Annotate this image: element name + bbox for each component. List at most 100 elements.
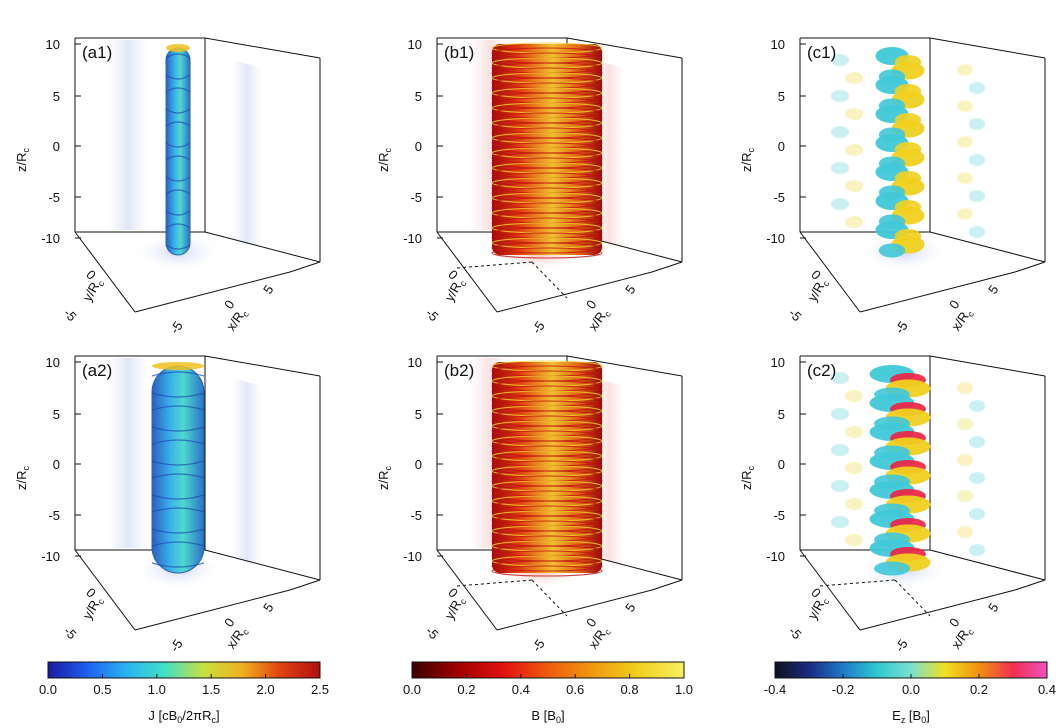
- z-tick-label: 10: [408, 355, 422, 370]
- z-tick-label: -10: [766, 549, 785, 564]
- x-tick-label: 5: [260, 282, 276, 297]
- panel-label: (b2): [444, 361, 474, 380]
- x-tick-label: -5: [529, 636, 548, 654]
- y-tick-label: -5: [786, 623, 805, 642]
- z-tick-label: -5: [410, 190, 422, 205]
- z-axis-label: z/Rc: [14, 148, 31, 173]
- colorbar-tick-label: 0.8: [621, 682, 639, 697]
- z-tick-label: -5: [48, 508, 60, 523]
- z-tick-label: -10: [403, 231, 422, 246]
- side-wall-projection: [232, 60, 262, 248]
- z-tick-label: 10: [46, 37, 60, 52]
- z-tick-label: 10: [408, 37, 422, 52]
- x-tick-label: 5: [622, 282, 638, 297]
- colorbar-tick-label: -0.4: [764, 682, 786, 697]
- colorbar-gradient: [411, 661, 685, 679]
- y-tick-label: -5: [423, 305, 442, 324]
- colorbar-tick-label: 0.6: [566, 682, 584, 697]
- colorbar-tick-label: 0.0: [39, 682, 57, 697]
- z-tick-label: 5: [53, 89, 60, 104]
- z-tick-label: 0: [53, 457, 60, 472]
- y-axis-label: y/Rc: [442, 593, 469, 623]
- x-tick-label: 5: [985, 282, 1001, 297]
- z-tick-label: 0: [778, 139, 785, 154]
- z-axis-label: z/Rc: [376, 148, 393, 173]
- y-axis-label: y/Rc: [805, 593, 832, 623]
- x-axis-label: x/Rc: [948, 623, 976, 653]
- x-axis-label: x/Rc: [585, 305, 613, 335]
- side-wall-projection: [232, 378, 262, 566]
- x-tick-label: -5: [892, 636, 911, 654]
- y-axis-label: y/Rc: [80, 275, 107, 305]
- efield-column: [869, 365, 931, 576]
- axis-box: [74, 355, 321, 631]
- colorbar-tick-label: 0.2: [457, 682, 475, 697]
- colorbar-Ez: -0.4 -0.2 0.0 0.2 0.4 Ez [B0]: [764, 661, 1056, 725]
- z-tick-label: -10: [403, 549, 422, 564]
- y-tick-label: -5: [61, 623, 80, 642]
- x-tick-label: 5: [985, 600, 1001, 615]
- colorbar-J: 0.0 0.5 1.0 1.5 2.0 2.5 J [cB0/2πRc]: [39, 661, 329, 725]
- y-axis-label: y/Rc: [805, 275, 832, 305]
- colorbar-tick-label: 0.0: [403, 682, 421, 697]
- z-tick-label: 5: [53, 407, 60, 422]
- z-axis-label: z/Rc: [739, 148, 756, 173]
- z-tick-label: 10: [46, 355, 60, 370]
- z-tick-label: -5: [773, 190, 785, 205]
- back-wall-projection: [831, 54, 985, 238]
- y-axis-label: y/Rc: [80, 593, 107, 623]
- colorbar-title: Ez [B0]: [892, 708, 930, 725]
- y-tick-label: -5: [423, 623, 442, 642]
- colorbar-tick-label: -0.2: [832, 682, 854, 697]
- colorbar-title: J [cB0/2πRc]: [148, 708, 219, 725]
- colorbar-tick-label: 1.5: [202, 682, 220, 697]
- z-tick-label: -10: [766, 231, 785, 246]
- panel-label: (a2): [82, 361, 112, 380]
- axis-box: [799, 37, 1046, 313]
- x-tick-label: -5: [892, 318, 911, 336]
- colorbar-tick-label: 2.5: [311, 682, 329, 697]
- x-axis-label: x/Rc: [223, 623, 251, 653]
- back-wall-projection: [108, 358, 148, 548]
- axis-box: [799, 355, 1046, 631]
- axis-box: [74, 37, 321, 313]
- x-axis-label: x/Rc: [223, 305, 251, 335]
- efield-column: [875, 47, 925, 258]
- z-tick-label: -5: [773, 508, 785, 523]
- z-axis-label: z/Rc: [14, 466, 31, 491]
- z-tick-label: -5: [410, 508, 422, 523]
- z-tick-label: -10: [41, 549, 60, 564]
- colorbar-tick-label: 0.2: [970, 682, 988, 697]
- x-tick-label: -5: [167, 636, 186, 654]
- y-axis-label: y/Rc: [442, 275, 469, 305]
- x-tick-label: 5: [260, 600, 276, 615]
- x-tick-label: 5: [622, 600, 638, 615]
- colorbar-tick-label: 2.0: [257, 682, 275, 697]
- colorbar-tick-label: 1.0: [675, 682, 693, 697]
- panel-label: (c1): [807, 43, 836, 62]
- current-tube: [151, 362, 205, 574]
- z-tick-label: -10: [41, 231, 60, 246]
- z-axis-label: z/Rc: [376, 466, 393, 491]
- z-tick-label: 10: [771, 37, 785, 52]
- colorbar-row: 0.0 0.5 1.0 1.5 2.0 2.5J [cB0/2πRc]0.0 0.2 0.4 0…: [39, 661, 1056, 725]
- field-lines-column: [491, 42, 603, 259]
- z-tick-label: 0: [778, 457, 785, 472]
- colorbar-tick-label: 1.0: [148, 682, 166, 697]
- colorbar-gradient: [47, 661, 321, 679]
- y-tick-label: -5: [61, 305, 80, 324]
- y-tick-label: -5: [786, 305, 805, 324]
- current-tube: [165, 44, 191, 256]
- colorbar-tick-label: 0.4: [512, 682, 530, 697]
- z-tick-label: 5: [778, 89, 785, 104]
- z-tick-label: 0: [415, 139, 422, 154]
- panel-label: (b1): [444, 43, 474, 62]
- x-tick-label: -5: [167, 318, 186, 336]
- field-lines-column: [491, 360, 603, 577]
- panel-label: (a1): [82, 43, 112, 62]
